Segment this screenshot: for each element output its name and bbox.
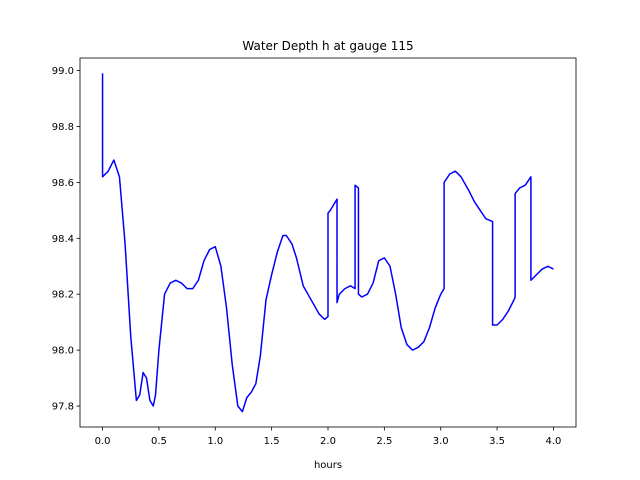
x-tick-label: 0.0: [95, 436, 111, 447]
y-tick-label: 98.4: [52, 234, 74, 245]
x-tick-label: 0.5: [151, 436, 167, 447]
x-tick-label: 4.0: [546, 436, 562, 447]
x-tick-label: 3.0: [433, 436, 449, 447]
series-line-0: [101, 73, 554, 413]
y-tick-label: 98.2: [52, 290, 74, 301]
chart-title: Water Depth h at gauge 115: [242, 39, 413, 53]
y-tick-label: 98.6: [52, 178, 74, 189]
y-tick-label: 97.8: [52, 402, 74, 413]
x-tick-label: 2.5: [376, 436, 392, 447]
y-tick-label: 98.8: [52, 122, 74, 133]
plot-area: [101, 73, 554, 413]
x-tick-label: 3.5: [489, 436, 505, 447]
x-tick-label: 2.0: [320, 436, 336, 447]
y-tick-label: 99.0: [52, 66, 74, 77]
y-tick-label: 98.0: [52, 346, 74, 357]
axes: 0.0 0.5 1.0 1.5 2.0 2.5 3.0 3.5 4.0 97.8 98.0 98.2 9…: [52, 57, 577, 447]
x-axis-label: hours: [314, 460, 342, 471]
x-tick-label: 1.0: [207, 436, 223, 447]
x-tick-label: 1.5: [264, 436, 280, 447]
